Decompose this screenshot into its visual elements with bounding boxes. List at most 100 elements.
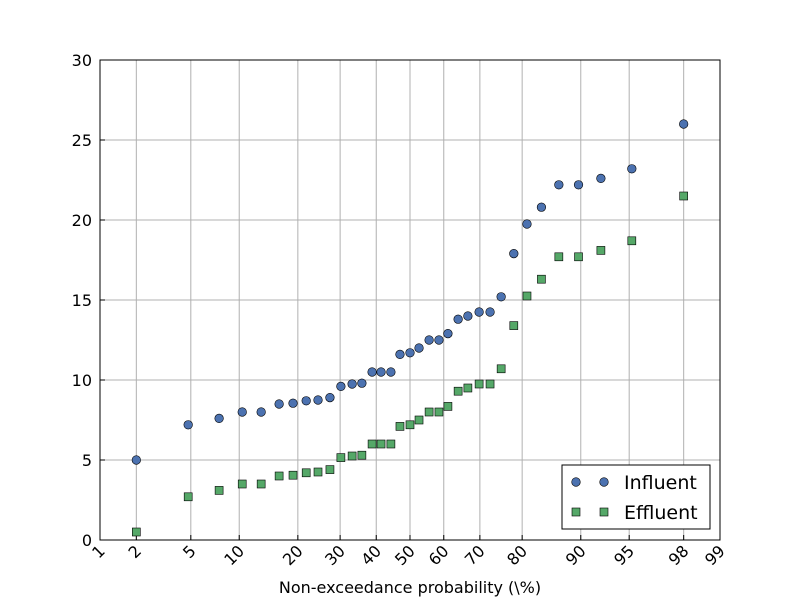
data-point bbox=[131, 455, 141, 465]
x-axis-label: Non-exceedance probability (\%) bbox=[279, 578, 541, 597]
data-point bbox=[679, 119, 689, 129]
data-point bbox=[574, 252, 583, 262]
data-point bbox=[424, 407, 434, 417]
data-point bbox=[573, 180, 584, 190]
data-point bbox=[596, 246, 606, 255]
data-point bbox=[627, 164, 637, 174]
data-point bbox=[347, 451, 357, 461]
data-point bbox=[405, 420, 415, 430]
data-point bbox=[537, 274, 546, 284]
data-point bbox=[183, 492, 193, 502]
data-point bbox=[434, 335, 444, 345]
x-tick-label: 1 bbox=[88, 541, 109, 562]
data-point bbox=[596, 173, 606, 183]
data-point bbox=[434, 407, 444, 417]
data-point bbox=[313, 467, 323, 477]
data-point bbox=[274, 399, 284, 409]
data-point bbox=[395, 349, 405, 360]
legend-marker bbox=[599, 507, 609, 517]
data-point bbox=[522, 291, 532, 301]
data-point bbox=[376, 367, 386, 377]
data-point bbox=[132, 527, 141, 537]
data-point bbox=[554, 180, 564, 190]
data-point bbox=[288, 470, 298, 480]
data-point bbox=[474, 379, 484, 389]
data-point bbox=[414, 415, 424, 425]
x-tick-label: 30 bbox=[321, 541, 349, 569]
data-point bbox=[288, 398, 298, 408]
legend-box bbox=[561, 464, 711, 530]
x-tick-label: 70 bbox=[461, 541, 489, 569]
data-point bbox=[463, 383, 473, 393]
data-point bbox=[347, 379, 357, 389]
data-point bbox=[336, 381, 346, 392]
data-point bbox=[256, 407, 266, 417]
data-point bbox=[386, 367, 396, 377]
x-tick-label: 99 bbox=[701, 541, 729, 569]
x-tick-label: 90 bbox=[562, 541, 590, 569]
y-tick-label: 0 bbox=[82, 531, 92, 550]
data-point bbox=[367, 367, 377, 377]
data-point bbox=[536, 202, 547, 212]
data-point bbox=[325, 393, 335, 403]
data-point bbox=[214, 413, 224, 424]
data-point bbox=[376, 439, 386, 449]
data-point bbox=[627, 236, 637, 246]
x-tick-label: 50 bbox=[391, 541, 419, 569]
data-point bbox=[357, 450, 367, 460]
data-point bbox=[274, 471, 284, 481]
legend-marker bbox=[571, 507, 581, 517]
x-tick-label: 40 bbox=[357, 541, 385, 569]
data-point bbox=[301, 468, 311, 478]
y-tick-label: 25 bbox=[72, 131, 92, 150]
y-tick-label: 30 bbox=[72, 51, 92, 70]
x-tick-label: 98 bbox=[665, 541, 693, 569]
legend-label: Influent bbox=[624, 472, 697, 494]
legend: Influent Effluent bbox=[561, 464, 711, 530]
data-point bbox=[496, 292, 506, 302]
plot-frame bbox=[99, 59, 721, 541]
data-point bbox=[463, 311, 473, 321]
legend-marker bbox=[571, 477, 581, 487]
data-point bbox=[443, 329, 453, 339]
data-point bbox=[405, 348, 415, 358]
x-tick-label: 60 bbox=[425, 541, 453, 569]
data-point bbox=[453, 386, 463, 396]
legend-marker bbox=[599, 477, 609, 487]
data-point bbox=[357, 378, 367, 388]
x-tick-label: 2 bbox=[125, 541, 146, 562]
data-point bbox=[509, 321, 519, 330]
data-point bbox=[256, 479, 266, 489]
data-point bbox=[453, 314, 463, 324]
data-point bbox=[485, 307, 495, 317]
data-point bbox=[237, 407, 247, 417]
data-point bbox=[367, 439, 377, 449]
y-tick-label: 10 bbox=[72, 371, 92, 390]
data-point bbox=[183, 420, 193, 430]
data-point bbox=[424, 335, 434, 345]
x-tick-label: 10 bbox=[220, 541, 248, 569]
data-point bbox=[313, 395, 323, 405]
data-point bbox=[301, 396, 311, 406]
legend-label: Effluent bbox=[624, 502, 698, 524]
y-tick-label: 5 bbox=[82, 451, 92, 470]
data-point bbox=[325, 465, 335, 474]
data-point bbox=[485, 379, 495, 389]
data-point bbox=[386, 439, 396, 449]
data-point bbox=[443, 402, 453, 411]
data-point bbox=[395, 422, 405, 431]
data-point bbox=[237, 479, 247, 489]
data-point bbox=[414, 343, 424, 353]
data-point bbox=[522, 219, 532, 229]
data-point bbox=[496, 364, 506, 374]
data-point bbox=[509, 249, 519, 259]
x-tick-label: 80 bbox=[503, 541, 531, 569]
data-point bbox=[554, 252, 564, 262]
data-point bbox=[336, 453, 346, 462]
y-tick-label: 15 bbox=[72, 291, 92, 310]
data-point bbox=[474, 307, 484, 317]
x-tick-label: 20 bbox=[279, 541, 307, 569]
x-tick-label: 95 bbox=[610, 541, 638, 569]
x-tick-label: 5 bbox=[179, 541, 200, 562]
